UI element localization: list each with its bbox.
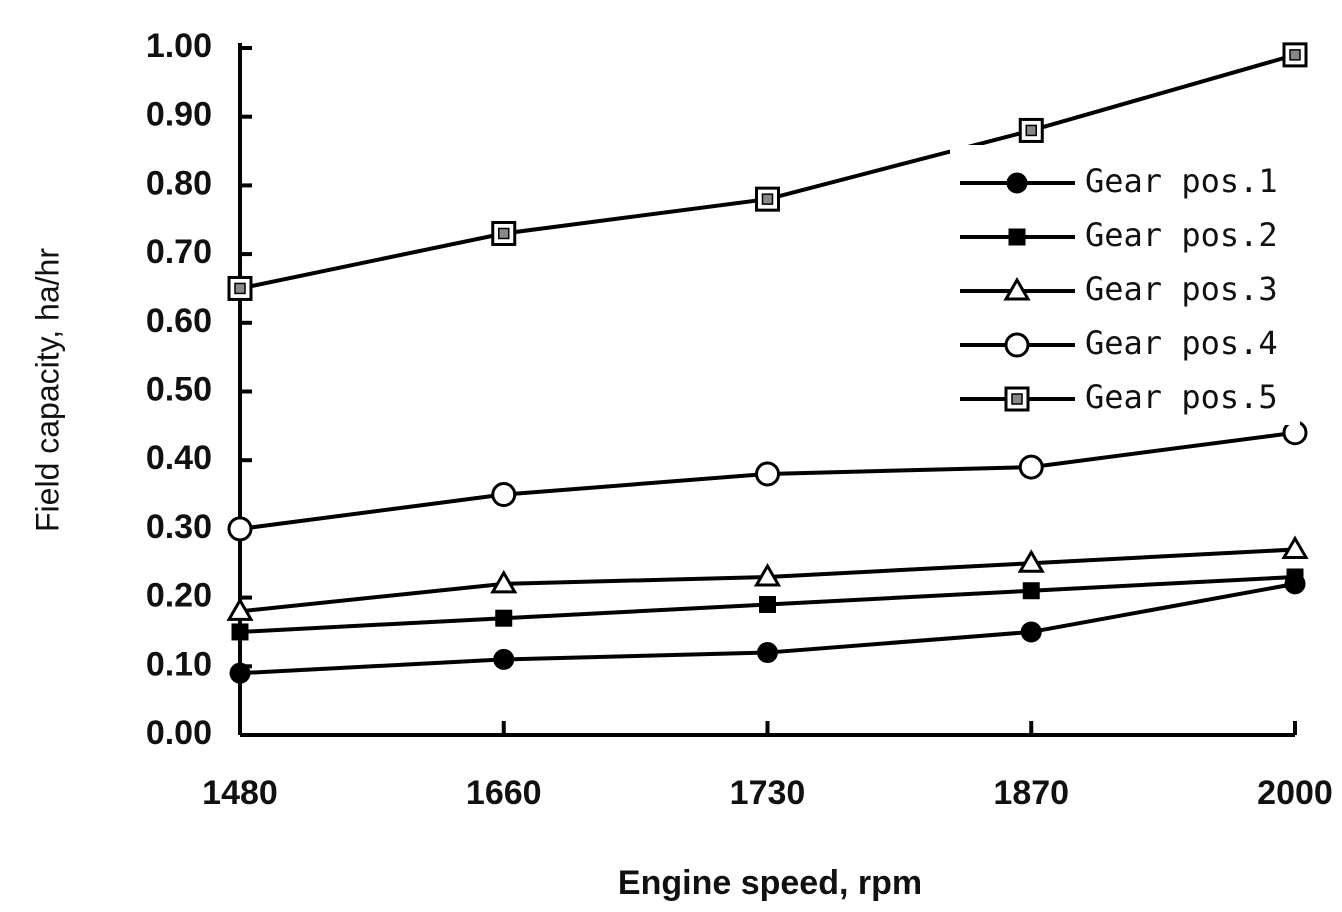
x-tick-label: 1870 xyxy=(993,774,1069,812)
marker-inner xyxy=(1289,49,1301,61)
marker xyxy=(1008,228,1026,246)
legend-label: Gear pos.1 xyxy=(1085,162,1278,200)
marker xyxy=(1003,277,1031,301)
marker xyxy=(491,482,517,508)
marker xyxy=(1017,549,1045,573)
x-tick-label: 1480 xyxy=(202,774,278,812)
marker xyxy=(491,220,517,246)
marker-inner xyxy=(234,282,246,295)
x-axis-title: Engine speed, rpm xyxy=(618,864,922,902)
marker-inner xyxy=(761,193,774,205)
y-tick-label: 0.30 xyxy=(146,508,212,546)
marker xyxy=(227,275,253,301)
y-tick-label: 0.80 xyxy=(146,164,212,202)
y-tick-label: 0.10 xyxy=(146,645,212,683)
y-tick-label: 0.60 xyxy=(146,302,212,340)
marker xyxy=(755,186,780,212)
marker xyxy=(753,562,782,587)
marker xyxy=(1282,42,1308,68)
y-tick-label: 0.40 xyxy=(146,439,212,477)
marker xyxy=(1004,386,1030,412)
x-tick-label: 2000 xyxy=(1257,774,1333,812)
marker xyxy=(1004,332,1030,358)
y-tick-label: 0.00 xyxy=(146,714,212,752)
marker xyxy=(231,623,249,641)
x-tick-label: 1730 xyxy=(730,774,806,812)
legend-label: Gear pos.4 xyxy=(1085,324,1278,362)
y-tick-label: 0.90 xyxy=(146,96,212,134)
marker xyxy=(1018,117,1044,143)
marker xyxy=(226,597,254,621)
marker-inner xyxy=(1025,124,1037,137)
y-tick-label: 0.70 xyxy=(146,233,212,271)
marker xyxy=(1286,568,1304,586)
marker-inner xyxy=(1011,393,1023,405)
legend-box xyxy=(950,145,1300,425)
marker xyxy=(227,516,253,542)
marker xyxy=(493,648,515,670)
marker xyxy=(490,569,518,594)
x-tick-label: 1660 xyxy=(466,774,542,812)
marker xyxy=(1282,420,1308,446)
legend-label: Gear pos.2 xyxy=(1085,216,1278,254)
marker xyxy=(757,642,778,664)
marker xyxy=(759,595,776,613)
marker xyxy=(1018,454,1044,480)
marker xyxy=(1022,582,1040,600)
marker xyxy=(1020,621,1042,643)
marker xyxy=(755,461,780,487)
legend-label: Gear pos.3 xyxy=(1085,270,1278,308)
y-tick-label: 1.00 xyxy=(146,27,212,65)
y-tick-label: 0.50 xyxy=(146,370,212,408)
marker-inner xyxy=(498,227,510,240)
marker xyxy=(495,609,513,627)
y-axis-title: Field capacity, ha/hr xyxy=(29,248,65,532)
marker xyxy=(229,662,251,684)
y-tick-label: 0.20 xyxy=(146,577,212,615)
legend-label: Gear pos.5 xyxy=(1085,378,1278,416)
marker xyxy=(1006,172,1028,194)
marker xyxy=(1281,535,1309,560)
